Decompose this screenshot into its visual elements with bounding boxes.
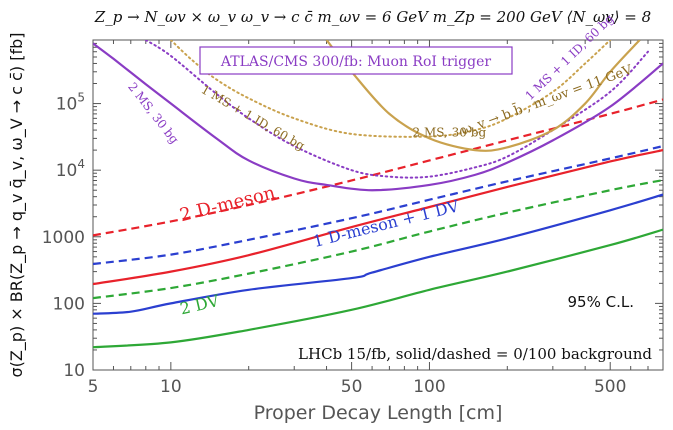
series-line-3 — [93, 193, 663, 315]
legend-box — [199, 46, 513, 75]
y-axis-label: σ(Z_p) × BR(Z_p → q_v q̄_v, ω_V → c c̄) … — [7, 32, 27, 377]
x-tick-label: 50 — [341, 377, 363, 397]
x-tick-label: 10 — [160, 377, 182, 397]
y-tick-label: 105 — [56, 91, 85, 115]
series-line-6 — [93, 178, 663, 300]
curve-annotation: 2 MS, 30 bg — [413, 126, 487, 140]
confidence-level-label: 95% C.L. — [568, 293, 634, 311]
x-tick-label: 100 — [413, 377, 445, 397]
series-line-4 — [93, 145, 663, 266]
chart-title: Z_p → N_ωv × ω_v ω_v → c c̄ m_ωv = 6 GeV… — [94, 8, 651, 26]
y-tick-label: 104 — [56, 157, 85, 181]
x-tick-label: 500 — [594, 377, 626, 397]
legend-text: ATLAS/CMS 300/fb: Muon RoI trigger — [220, 54, 491, 70]
plot-area — [92, 39, 664, 371]
series-line-5 — [93, 228, 663, 349]
series-line-7 — [93, 42, 663, 192]
y-tick-label: 100 — [53, 294, 85, 314]
grid — [92, 39, 664, 371]
series-line-1 — [93, 149, 663, 286]
series-line-9 — [169, 40, 612, 138]
series-group — [93, 40, 663, 349]
series-line-10 — [325, 40, 641, 152]
y-tick-label: 1000 — [42, 228, 85, 248]
x-tick-label: 5 — [88, 377, 99, 397]
y-tick-label: 10 — [63, 361, 85, 381]
x-axis-label: Proper Decay Length [cm] — [254, 402, 503, 424]
bottom-note: LHCb 15/fb, solid/dashed = 0/100 backgro… — [298, 345, 652, 363]
